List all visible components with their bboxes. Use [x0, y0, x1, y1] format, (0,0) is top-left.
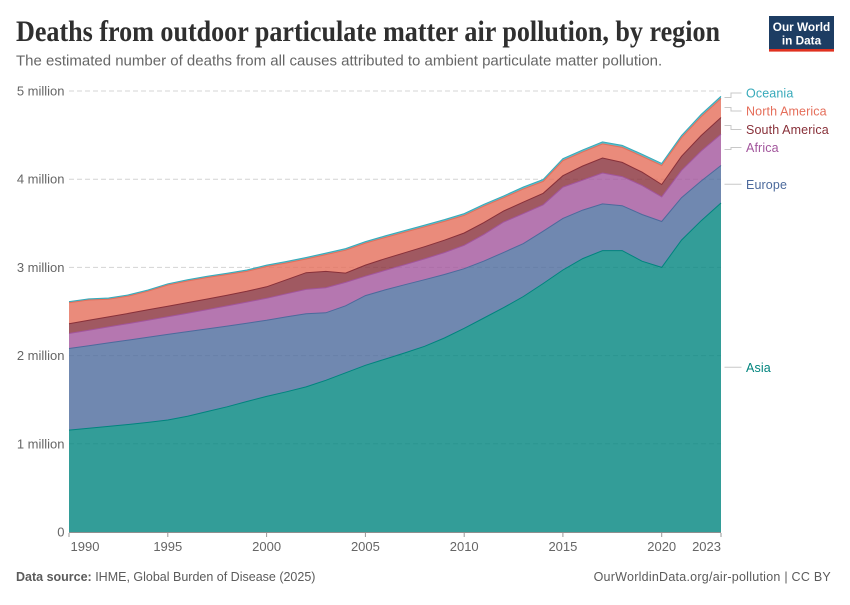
- svg-text:5 million: 5 million: [17, 84, 65, 99]
- svg-text:1995: 1995: [153, 539, 182, 554]
- svg-text:North America: North America: [746, 105, 827, 119]
- svg-text:Deaths from outdoor particulat: Deaths from outdoor particulate matter a…: [16, 16, 720, 48]
- svg-text:3 million: 3 million: [17, 260, 65, 275]
- svg-text:Our World: Our World: [773, 20, 830, 34]
- svg-text:in Data: in Data: [782, 34, 822, 48]
- svg-text:2005: 2005: [351, 539, 380, 554]
- svg-text:2015: 2015: [548, 539, 577, 554]
- svg-text:OurWorldinData.org/air-polluti: OurWorldinData.org/air-pollution | CC BY: [594, 570, 832, 584]
- svg-text:Data source: IHME, Global Burd: Data source: IHME, Global Burden of Dise…: [16, 570, 315, 584]
- svg-text:2000: 2000: [252, 539, 281, 554]
- svg-text:1990: 1990: [71, 539, 100, 554]
- svg-text:Europe: Europe: [746, 178, 787, 192]
- svg-text:2 million: 2 million: [17, 348, 65, 363]
- svg-text:The estimated number of deaths: The estimated number of deaths from all …: [16, 53, 662, 70]
- svg-text:4 million: 4 million: [17, 172, 65, 187]
- svg-text:South America: South America: [746, 123, 829, 137]
- svg-text:Asia: Asia: [746, 361, 771, 375]
- svg-text:0: 0: [57, 525, 64, 540]
- svg-text:1 million: 1 million: [17, 436, 65, 451]
- svg-text:2010: 2010: [450, 539, 479, 554]
- svg-text:2023: 2023: [692, 539, 721, 554]
- svg-text:2020: 2020: [647, 539, 676, 554]
- svg-text:Africa: Africa: [746, 141, 779, 155]
- svg-text:Oceania: Oceania: [746, 87, 793, 101]
